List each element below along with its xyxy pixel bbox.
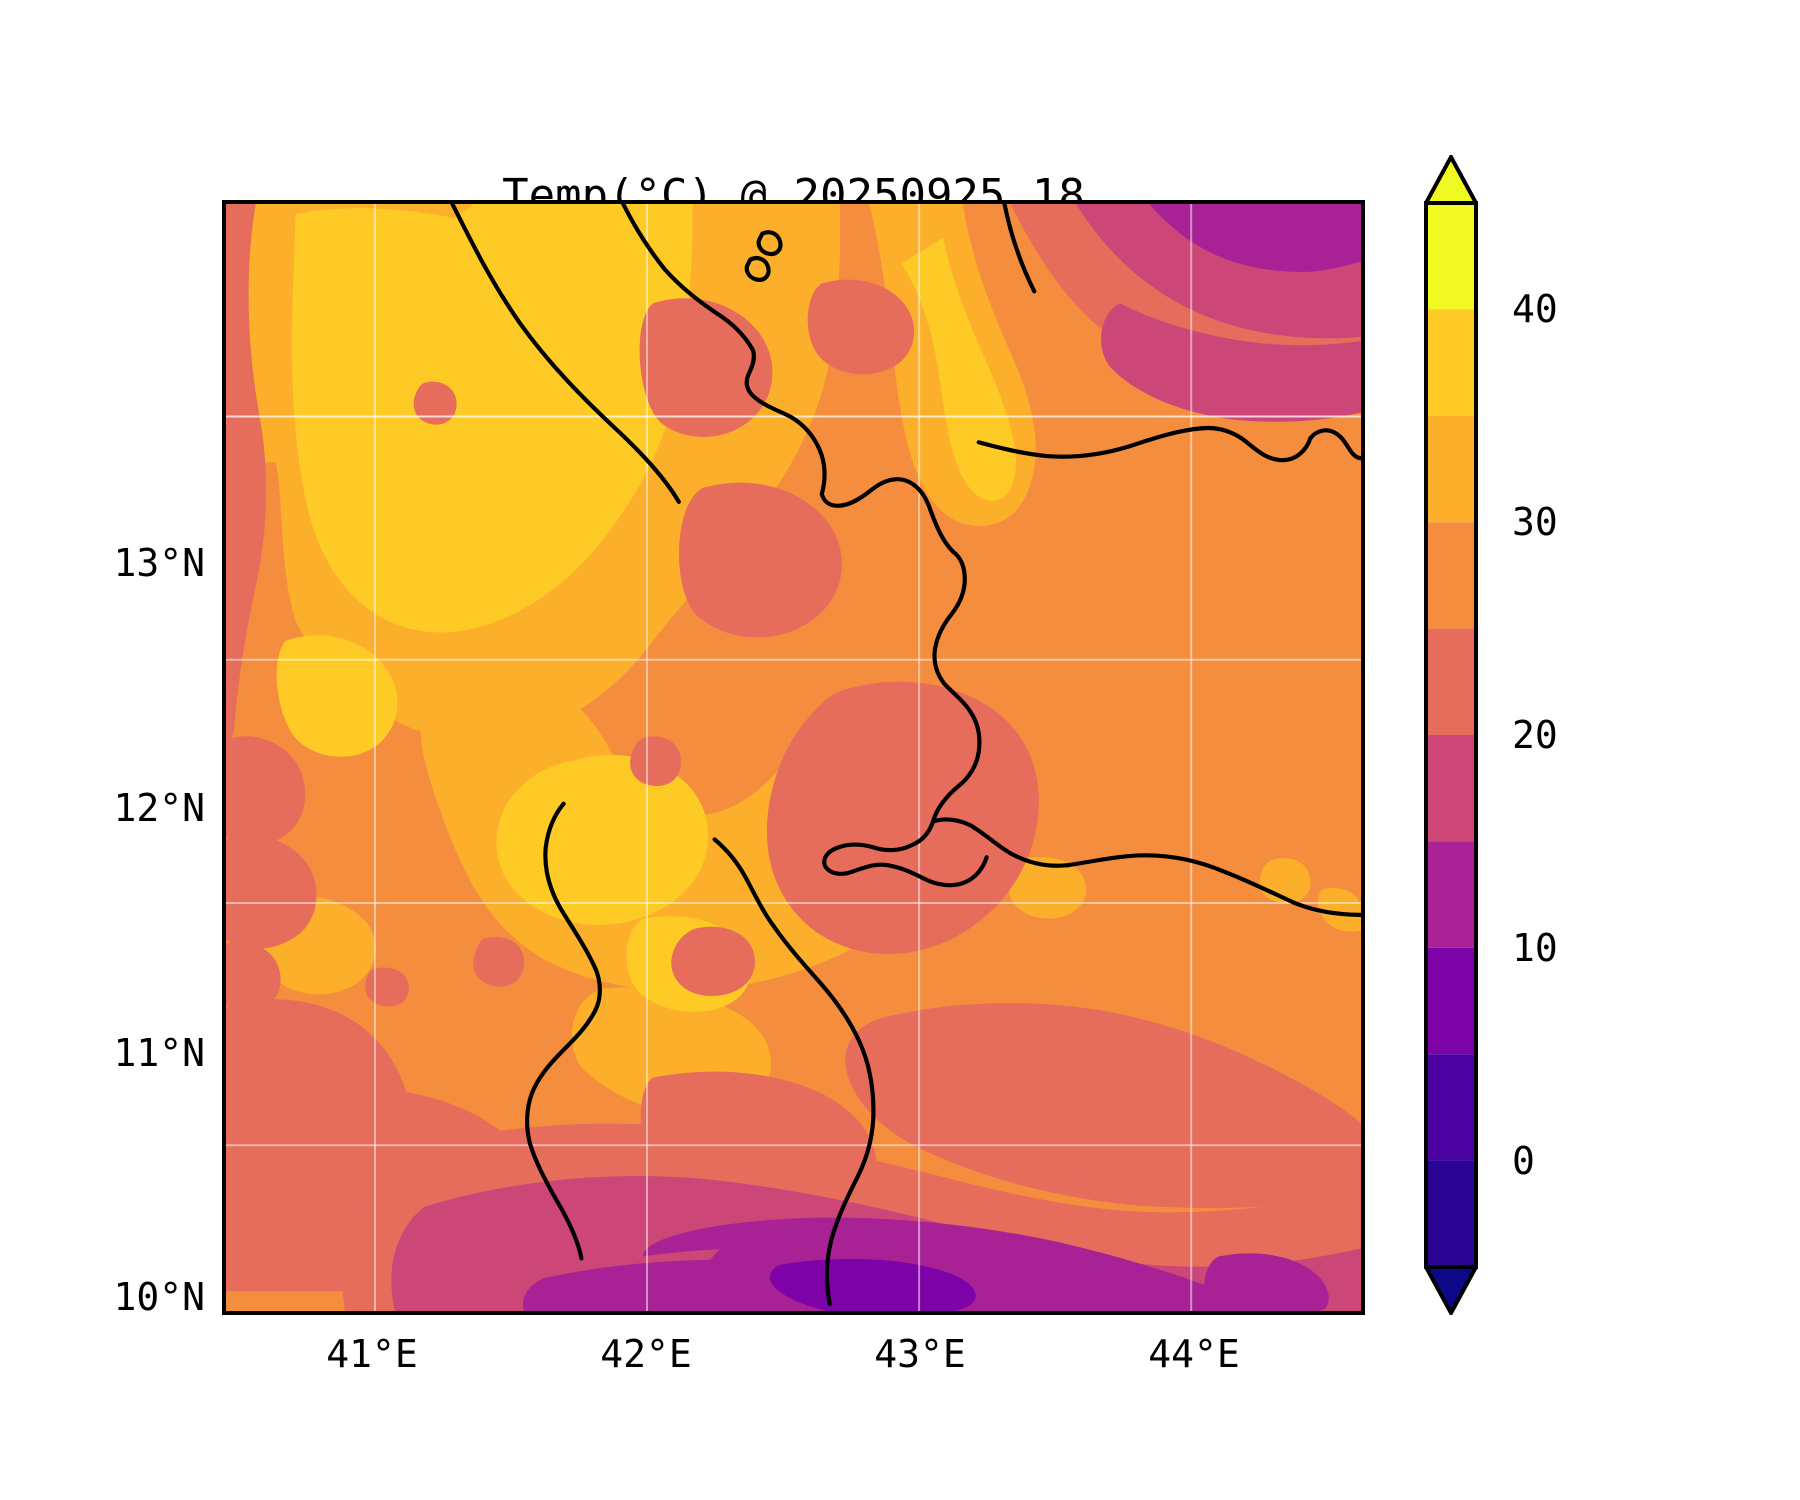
ytick-label-11n: 11°N bbox=[113, 1031, 205, 1075]
cb-band-30-35 bbox=[1426, 415, 1476, 523]
coastline-dj-1 bbox=[819, 477, 955, 554]
border-somalia-2 bbox=[817, 980, 876, 1114]
coastline-ne-2 bbox=[1199, 425, 1313, 463]
coastline-ne bbox=[976, 426, 1204, 459]
contour-band-40-45-nw-lobe bbox=[276, 635, 398, 757]
cb-band-20-25 bbox=[1426, 628, 1476, 735]
contour-band-20-25-dotsw bbox=[411, 1252, 536, 1311]
contour-band-25-30-central3 bbox=[671, 926, 755, 997]
colorbar-tick-label-20: 20 bbox=[1512, 713, 1558, 757]
colorbar-over-arrow bbox=[1424, 155, 1478, 205]
cb-band-0-5 bbox=[1426, 1054, 1476, 1161]
border-djibouti-west-2 bbox=[529, 966, 602, 1096]
contour-band-25-30-dot1 bbox=[413, 381, 457, 425]
coastline-dj-2 bbox=[932, 549, 967, 651]
cb-band-25-30 bbox=[1426, 522, 1476, 629]
contour-band-25-30-central2 bbox=[630, 736, 682, 787]
map-plot-area[interactable] bbox=[222, 200, 1365, 1315]
contour-band-25-30-se bbox=[845, 1002, 1361, 1209]
cb-band-15-20 bbox=[1426, 735, 1476, 842]
contour-band-25-30-dot5 bbox=[365, 967, 409, 1007]
cb-band-40-45 bbox=[1426, 203, 1476, 310]
contour-band-40-45-dot2 bbox=[328, 500, 384, 552]
contour-band-25-30-nc3 bbox=[678, 482, 842, 638]
colorbar-tick-label-40: 40 bbox=[1512, 287, 1558, 331]
temperature-contour-map bbox=[226, 204, 1361, 1311]
border-somalia-3 bbox=[824, 1109, 876, 1307]
xtick-label-42e: 42°E bbox=[600, 1332, 692, 1376]
coastline-borders bbox=[450, 204, 1361, 1307]
contour-band-35-40-pocket5 bbox=[528, 668, 578, 717]
border-dj-interior bbox=[930, 817, 1071, 868]
colorbar-tick-label-0: 0 bbox=[1512, 1139, 1535, 1183]
colorbar-tick-label-10: 10 bbox=[1512, 926, 1558, 970]
coastline-red-sea bbox=[621, 204, 755, 352]
cb-band-neg5-0 bbox=[1426, 1160, 1476, 1267]
contour-band-15-20-ne-core bbox=[1159, 204, 1361, 266]
coastline-tadjoura-3 bbox=[885, 855, 989, 888]
border-se-diagonal bbox=[1002, 204, 1037, 294]
ytick-label-12n: 12°N bbox=[113, 786, 205, 830]
colorbar[interactable] bbox=[1424, 155, 1478, 1315]
coastline-island-1 bbox=[756, 230, 783, 257]
coastline-island-2 bbox=[744, 255, 771, 282]
contour-band-40-45-nw bbox=[291, 204, 693, 633]
cb-band-10-15 bbox=[1426, 841, 1476, 948]
contour-band-25-30-dot2 bbox=[1075, 1111, 1196, 1204]
border-djibouti-west bbox=[543, 801, 598, 971]
colorbar-gradient bbox=[1424, 155, 1478, 1315]
border-dj-interior-3 bbox=[1292, 900, 1361, 917]
contour-band-40-45-dot1 bbox=[465, 308, 505, 350]
coastline-tadjoura-2 bbox=[822, 847, 890, 876]
contour-band-25-30-central bbox=[766, 681, 1039, 955]
border-line-nw bbox=[450, 204, 681, 504]
contour-band-25-30-west2 bbox=[226, 736, 306, 846]
xtick-label-44e: 44°E bbox=[1148, 1332, 1240, 1376]
coastline-red-sea-2 bbox=[744, 346, 827, 496]
coastline-ne-3 bbox=[1308, 428, 1361, 461]
contour-band-35-40-pocket-e3 bbox=[1318, 888, 1361, 932]
contour-band-25-30-west bbox=[226, 204, 267, 760]
coastline-dj-3 bbox=[932, 646, 982, 755]
border-djibouti-sw bbox=[525, 1091, 584, 1261]
coastline-tadjoura bbox=[831, 819, 936, 853]
border-somalia bbox=[712, 837, 822, 985]
xtick-label-41e: 41°E bbox=[326, 1332, 418, 1376]
colorbar-under-arrow bbox=[1424, 1265, 1478, 1315]
contour-band-40-45-ne bbox=[901, 237, 1016, 501]
contour-band-25-30-west3 bbox=[226, 835, 317, 949]
ytick-label-10n: 10°N bbox=[113, 1275, 205, 1319]
contour-band-20-25-sw-small bbox=[442, 1206, 521, 1273]
contour-band-10-15-core bbox=[770, 1258, 976, 1311]
contour-band-25-30-nc2 bbox=[807, 279, 915, 375]
cb-band-35-40 bbox=[1426, 309, 1476, 416]
contour-band-15-20-east bbox=[1204, 1253, 1329, 1311]
colorbar-tick-label-30: 30 bbox=[1512, 500, 1558, 544]
xtick-label-43e: 43°E bbox=[874, 1332, 966, 1376]
colorbar-bands bbox=[1426, 203, 1476, 1267]
contour-band-25-30-dot4 bbox=[473, 936, 525, 987]
coastline-dj-4 bbox=[930, 749, 981, 824]
cb-band-5-10 bbox=[1426, 947, 1476, 1055]
contour-band-20-25-ne2 bbox=[1101, 303, 1361, 422]
ytick-label-13n: 13°N bbox=[113, 541, 205, 585]
contour-band-25-30-west4 bbox=[226, 942, 281, 1013]
border-dj-interior-2 bbox=[1065, 853, 1297, 906]
map-gridlines bbox=[226, 204, 1361, 1311]
